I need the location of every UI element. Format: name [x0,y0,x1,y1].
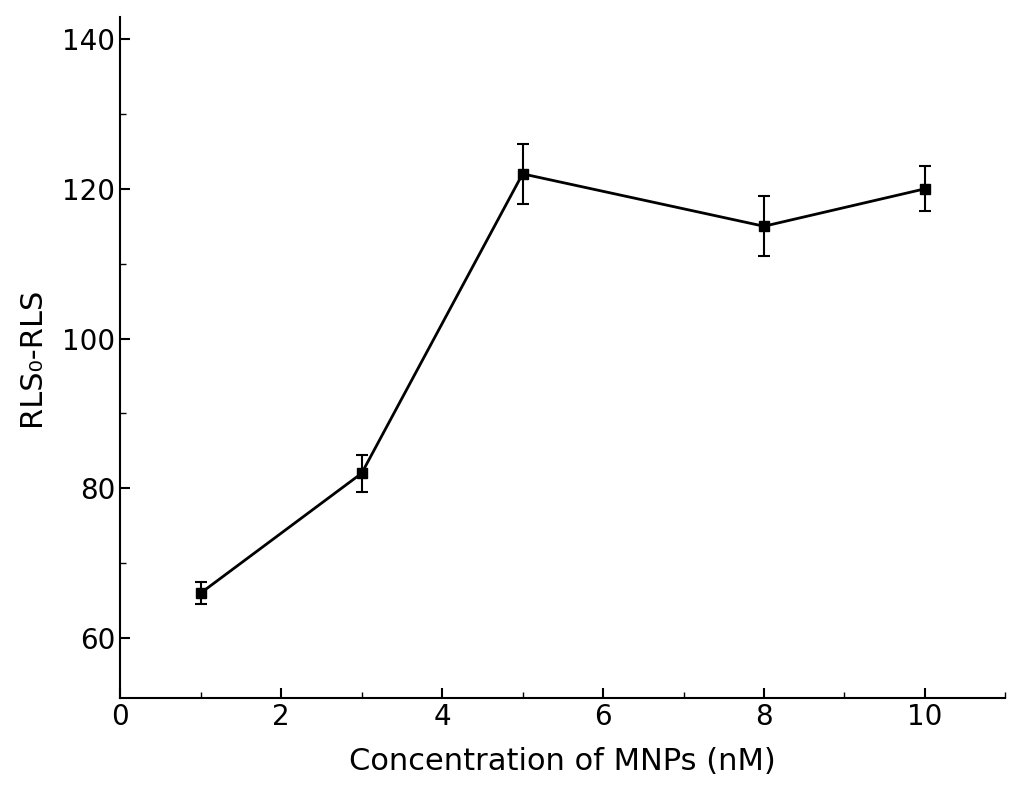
X-axis label: Concentration of MNPs (nM): Concentration of MNPs (nM) [350,747,776,776]
Y-axis label: RLS₀-RLS: RLS₀-RLS [16,288,46,427]
